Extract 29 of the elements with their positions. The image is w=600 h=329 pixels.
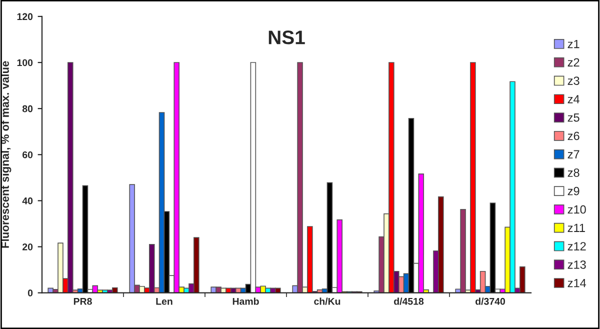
legend-label: z4 — [568, 95, 580, 104]
legend-label: z14 — [568, 278, 586, 288]
x-tick-label: ch/Ku — [314, 298, 340, 305]
legend-label: z2 — [568, 58, 580, 66]
x-tick-label: d/4518 — [394, 298, 424, 305]
y-tick-label: 100 — [17, 59, 33, 66]
legend-label: z3 — [568, 76, 580, 85]
y-tick-label: 120 — [17, 13, 33, 20]
x-tick-label: Hamb — [232, 298, 259, 305]
legend-label: z13 — [568, 260, 586, 269]
text: NS1 — [268, 30, 305, 44]
y-tick-label: 80 — [22, 105, 33, 112]
y-tick-label: 0 — [28, 290, 33, 296]
y-tick-label: 20 — [22, 243, 33, 250]
legend-label: z7 — [568, 150, 580, 158]
x-tick-label: PR8 — [74, 298, 92, 305]
legend-label: z6 — [568, 132, 580, 140]
legend-label: z8 — [568, 168, 580, 177]
y-tick-label: 60 — [22, 151, 33, 158]
legend-label: z5 — [568, 113, 580, 122]
legend-label: z10 — [568, 205, 586, 214]
x-tick-label: Len — [156, 298, 172, 305]
legend-label: z12 — [568, 242, 586, 250]
x-tick-label: d/3740 — [476, 298, 505, 305]
y-axis-title: Fluorescent signal, % of max. value — [0, 61, 12, 248]
legend-label: z9 — [568, 186, 580, 196]
legend-label: z1 — [568, 40, 580, 48]
y-tick-label: 40 — [22, 197, 33, 204]
legend-label: z11 — [568, 224, 585, 232]
